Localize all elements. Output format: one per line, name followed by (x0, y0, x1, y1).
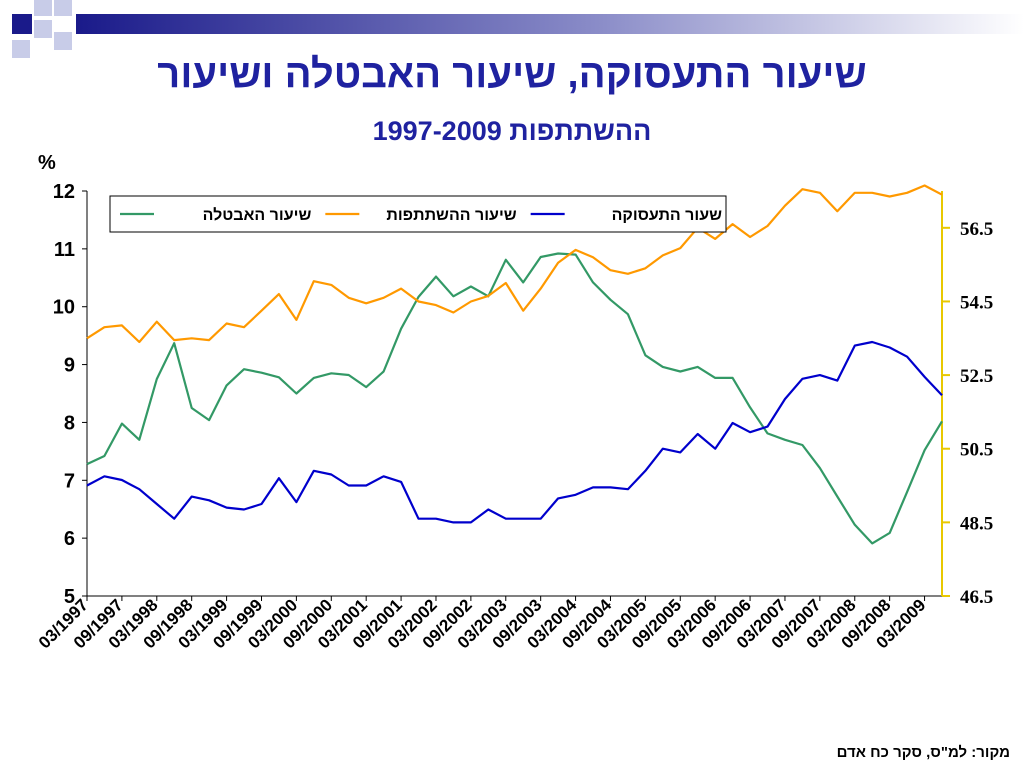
logo-square-light (34, 20, 52, 38)
left-axis-tick-label: 8 (64, 412, 75, 434)
logo-square-light (34, 0, 52, 16)
logo-square-light (54, 32, 72, 50)
left-axis-tick-label: 11 (54, 239, 75, 261)
source-note: מקור: למ"ס, סקר כח אדם (836, 744, 1010, 761)
slide-subtitle: ההשתתפות 1997-2009 (372, 116, 652, 146)
left-axis-unit: % (38, 152, 56, 174)
right-axis-tick-label: 54.5 (960, 292, 993, 313)
right-axis-tick-label: 50.5 (960, 440, 993, 461)
logo-square-light (12, 40, 30, 58)
left-axis-tick-label: 6 (64, 528, 75, 550)
slide-title: שיעור התעסוקה, שיעור האבטלה ושיעור (157, 52, 867, 96)
header-gradient-bar (76, 14, 1024, 34)
series-line-employment (86, 340, 943, 524)
right-axis-tick-label: 52.5 (960, 366, 993, 387)
chart-axes: 5678910111246.548.550.552.554.556.503/19… (35, 181, 993, 652)
left-axis-tick-label: 10 (53, 297, 75, 319)
legend-label-unemployment: שיעור האבטלה (203, 206, 312, 224)
legend-label-participation: שיעור ההשתתפות (386, 207, 516, 224)
chart-series (86, 184, 943, 545)
chart-legend: שיעור האבטלה שיעור ההשתתפות שעור התעסוקה (109, 195, 727, 233)
left-axis-tick-label: 5 (64, 586, 75, 608)
left-axis-tick-label: 7 (64, 470, 75, 492)
legend-label-employment: שעור התעסוקה (612, 207, 723, 224)
series-line-unemployment (86, 252, 943, 545)
right-axis-tick-label: 56.5 (960, 219, 993, 240)
left-axis-tick-label: 9 (64, 355, 75, 377)
series-line-participation (86, 184, 943, 344)
legend-box (109, 195, 727, 233)
right-axis-tick-label: 46.5 (960, 587, 993, 608)
left-axis-tick-label: 12 (53, 181, 75, 203)
logo-square-light (54, 0, 72, 16)
right-axis-tick-label: 48.5 (960, 513, 993, 534)
logo-square-dark (12, 14, 32, 34)
